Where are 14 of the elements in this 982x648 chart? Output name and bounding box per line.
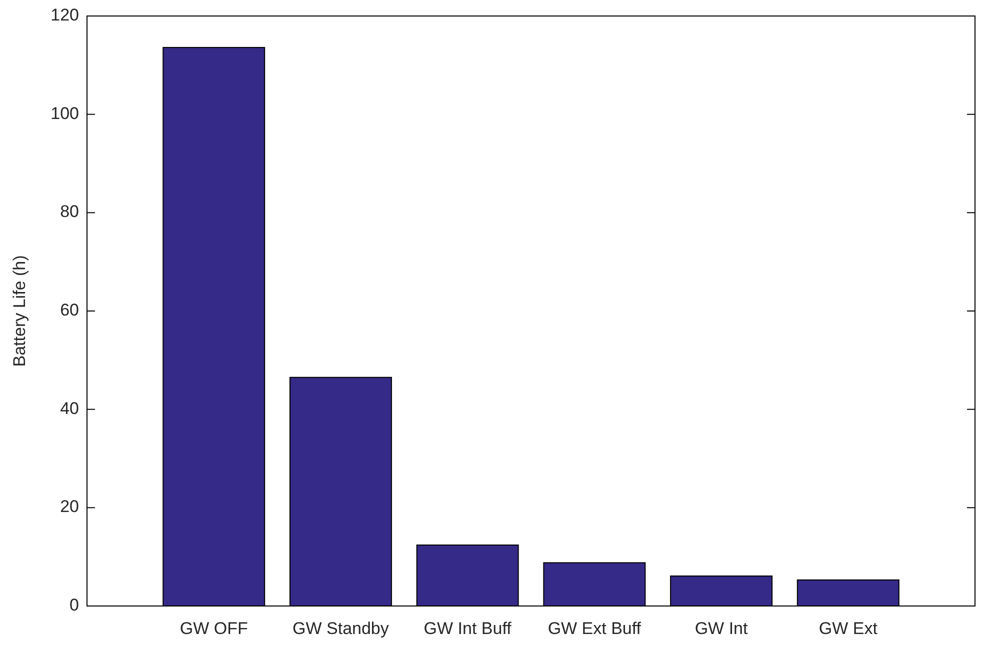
- x-tick-label: GW Int Buff: [424, 619, 512, 638]
- x-tick-label: GW Ext Buff: [548, 619, 642, 638]
- y-tick-label: 40: [60, 398, 79, 418]
- y-tick-label: 100: [50, 104, 79, 123]
- x-tick-label: GW Int: [694, 619, 748, 638]
- y-tick-label: 20: [60, 497, 79, 516]
- x-tick-label: GW Standby: [292, 619, 390, 638]
- y-tick-label: 0: [70, 595, 79, 614]
- x-tick-label: GW Ext: [818, 619, 878, 638]
- y-tick-label: 80: [60, 202, 79, 222]
- y-tick-label: 60: [60, 300, 79, 320]
- x-tick-label: GW OFF: [180, 619, 248, 638]
- y-tick-label: 120: [50, 5, 79, 24]
- y-axis-title: Battery Life (h): [10, 255, 29, 367]
